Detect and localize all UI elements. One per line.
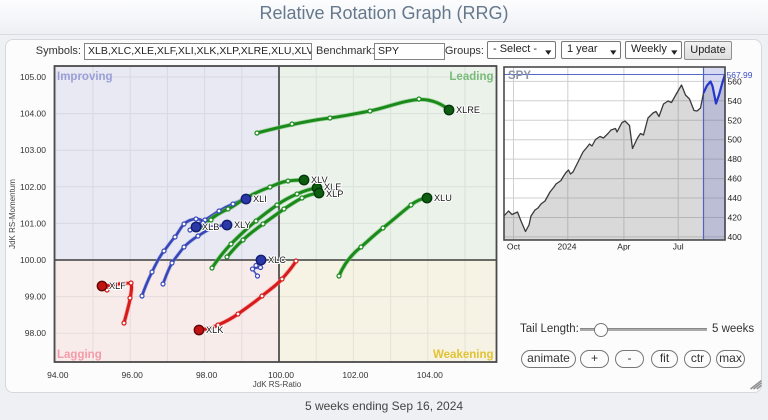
svg-text:400: 400 <box>728 232 742 242</box>
svg-text:101.00: 101.00 <box>20 218 46 228</box>
svg-text:560: 560 <box>728 76 742 86</box>
svg-text:Weakening: Weakening <box>433 349 494 361</box>
svg-text:XLP: XLP <box>326 189 343 199</box>
svg-text:Lagging: Lagging <box>57 349 102 361</box>
svg-text:104.00: 104.00 <box>417 370 443 380</box>
svg-text:480: 480 <box>728 154 742 164</box>
svg-text:94.00: 94.00 <box>47 370 69 380</box>
svg-text:Jul: Jul <box>673 242 684 252</box>
svg-text:102.00: 102.00 <box>20 182 46 192</box>
svg-text:100.00: 100.00 <box>268 370 294 380</box>
svg-text:XLE: XLE <box>324 182 341 192</box>
svg-text:2024: 2024 <box>558 242 577 252</box>
svg-text:Apr: Apr <box>617 242 630 252</box>
svg-text:100.00: 100.00 <box>20 255 46 265</box>
svg-text:SPY: SPY <box>508 70 531 82</box>
svg-text:520: 520 <box>728 115 742 125</box>
svg-text:420: 420 <box>728 213 742 223</box>
svg-text:460: 460 <box>728 174 742 184</box>
svg-text:XLF: XLF <box>109 281 126 291</box>
svg-text:96.00: 96.00 <box>122 370 144 380</box>
svg-text:567.99: 567.99 <box>727 70 753 80</box>
svg-text:Oct: Oct <box>507 242 521 252</box>
svg-text:102.00: 102.00 <box>342 370 368 380</box>
svg-text:104.00: 104.00 <box>20 109 46 119</box>
svg-text:500: 500 <box>728 135 742 145</box>
svg-text:XLY: XLY <box>234 220 251 230</box>
svg-text:XLRE: XLRE <box>456 105 480 115</box>
svg-text:XLC: XLC <box>268 255 286 265</box>
svg-text:XLB: XLB <box>202 222 219 232</box>
svg-text:98.00: 98.00 <box>25 328 47 338</box>
svg-text:Improving: Improving <box>57 71 113 83</box>
svg-text:XLI: XLI <box>253 194 267 204</box>
svg-text:JdK RS-Ratio: JdK RS-Ratio <box>253 380 302 389</box>
svg-text:103.00: 103.00 <box>20 145 46 155</box>
svg-text:98.00: 98.00 <box>196 370 218 380</box>
svg-text:105.00: 105.00 <box>20 72 46 82</box>
svg-text:XLV: XLV <box>311 175 329 185</box>
svg-text:440: 440 <box>728 193 742 203</box>
svg-text:XLK: XLK <box>206 325 224 335</box>
svg-text:Leading: Leading <box>449 71 493 83</box>
svg-text:XLU: XLU <box>434 193 452 203</box>
svg-text:99.00: 99.00 <box>25 292 47 302</box>
svg-text:540: 540 <box>728 96 742 106</box>
svg-text:JdK RS-Momentum: JdK RS-Momentum <box>8 179 17 249</box>
